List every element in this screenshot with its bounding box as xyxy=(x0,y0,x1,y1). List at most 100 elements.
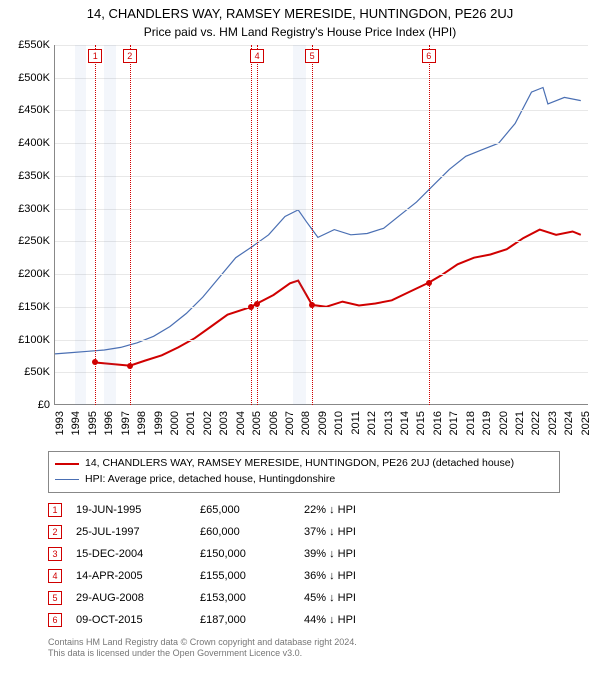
transaction-row: 529-AUG-2008£153,00045% ↓ HPI xyxy=(48,587,588,609)
x-tick-label: 2011 xyxy=(350,411,362,435)
footer-line: This data is licensed under the Open Gov… xyxy=(48,648,588,660)
gridline xyxy=(55,78,588,79)
x-tick-label: 2024 xyxy=(563,411,575,435)
transaction-price: £150,000 xyxy=(200,548,290,560)
x-tick-label: 2020 xyxy=(498,411,510,435)
sale-marker-badge: 4 xyxy=(250,49,264,63)
y-tick-label: £250K xyxy=(18,235,50,247)
transaction-price: £187,000 xyxy=(200,614,290,626)
transaction-date: 09-OCT-2015 xyxy=(76,614,186,626)
transaction-row: 315-DEC-2004£150,00039% ↓ HPI xyxy=(48,543,588,565)
subtitle: Price paid vs. HM Land Registry's House … xyxy=(12,25,588,39)
y-tick-label: £550K xyxy=(18,39,50,51)
series-hpi xyxy=(55,88,581,354)
sale-marker-badge: 5 xyxy=(305,49,319,63)
x-tick-label: 2002 xyxy=(202,411,214,435)
transaction-badge: 3 xyxy=(48,547,62,561)
transaction-row: 119-JUN-1995£65,00022% ↓ HPI xyxy=(48,499,588,521)
x-tick-label: 1993 xyxy=(54,411,66,435)
gridline xyxy=(55,45,588,46)
legend-label: 14, CHANDLERS WAY, RAMSEY MERESIDE, HUNT… xyxy=(85,456,514,472)
sale-marker-line xyxy=(251,45,252,405)
x-tick-label: 1994 xyxy=(70,411,82,435)
sale-marker-badge: 6 xyxy=(422,49,436,63)
transaction-price: £60,000 xyxy=(200,526,290,538)
sale-marker-line xyxy=(95,45,96,405)
line-layer xyxy=(55,45,589,405)
x-tick-label: 2021 xyxy=(514,411,526,435)
series-property xyxy=(95,230,581,366)
x-tick-label: 1997 xyxy=(120,411,132,435)
y-tick-label: £200K xyxy=(18,268,50,280)
x-tick-label: 2022 xyxy=(530,411,542,435)
x-tick-label: 2004 xyxy=(235,411,247,435)
x-tick-label: 2013 xyxy=(383,411,395,435)
page-title: 14, CHANDLERS WAY, RAMSEY MERESIDE, HUNT… xyxy=(12,6,588,21)
sale-dot xyxy=(309,302,315,308)
chart: £0£50K£100K£150K£200K£250K£300K£350K£400… xyxy=(12,45,588,445)
sale-marker-line xyxy=(130,45,131,405)
transaction-diff: 36% ↓ HPI xyxy=(304,570,414,582)
x-tick-label: 2014 xyxy=(399,411,411,435)
x-tick-label: 2003 xyxy=(218,411,230,435)
transaction-date: 29-AUG-2008 xyxy=(76,592,186,604)
legend-swatch xyxy=(55,463,79,465)
transaction-diff: 45% ↓ HPI xyxy=(304,592,414,604)
y-tick-label: £400K xyxy=(18,137,50,149)
gridline xyxy=(55,241,588,242)
y-tick-label: £350K xyxy=(18,170,50,182)
x-axis: 1993199419951996199719981999200020012002… xyxy=(54,407,588,443)
y-tick-label: £150K xyxy=(18,301,50,313)
gridline xyxy=(55,307,588,308)
transaction-date: 14-APR-2005 xyxy=(76,570,186,582)
transaction-diff: 39% ↓ HPI xyxy=(304,548,414,560)
x-tick-label: 1998 xyxy=(136,411,148,435)
sale-dot xyxy=(127,363,133,369)
transaction-row: 609-OCT-2015£187,00044% ↓ HPI xyxy=(48,609,588,631)
transaction-badge: 4 xyxy=(48,569,62,583)
transaction-price: £153,000 xyxy=(200,592,290,604)
transaction-row: 4 14-APR-2005 £155,000 36% ↓ HPI xyxy=(48,565,588,587)
x-tick-label: 2010 xyxy=(333,411,345,435)
x-tick-label: 2007 xyxy=(284,411,296,435)
gridline xyxy=(55,143,588,144)
y-tick-label: £450K xyxy=(18,104,50,116)
sale-marker-badge: 1 xyxy=(88,49,102,63)
transaction-badge: 2 xyxy=(48,525,62,539)
transaction-badge: 6 xyxy=(48,613,62,627)
x-tick-label: 2023 xyxy=(547,411,559,435)
footer-line: Contains HM Land Registry data © Crown c… xyxy=(48,637,588,649)
transaction-date: 19-JUN-1995 xyxy=(76,504,186,516)
y-tick-label: £300K xyxy=(18,203,50,215)
gridline xyxy=(55,274,588,275)
shade-band xyxy=(293,45,306,405)
footer: Contains HM Land Registry data © Crown c… xyxy=(48,637,588,660)
transaction-price: £155,000 xyxy=(200,570,290,582)
legend-swatch xyxy=(55,479,79,480)
sale-marker-line xyxy=(312,45,313,405)
transaction-diff: 22% ↓ HPI xyxy=(304,504,414,516)
transaction-price: £65,000 xyxy=(200,504,290,516)
x-tick-label: 2019 xyxy=(481,411,493,435)
plot-area: 1 2 4 5 6 xyxy=(54,45,588,405)
x-tick-label: 2017 xyxy=(448,411,460,435)
sale-marker-badge: 2 xyxy=(123,49,137,63)
x-tick-label: 1995 xyxy=(87,411,99,435)
transaction-diff: 37% ↓ HPI xyxy=(304,526,414,538)
shade-band xyxy=(75,45,87,405)
y-tick-label: £500K xyxy=(18,72,50,84)
legend-item: 14, CHANDLERS WAY, RAMSEY MERESIDE, HUNT… xyxy=(55,456,553,472)
sale-dot xyxy=(254,301,260,307)
sale-dot xyxy=(426,280,432,286)
gridline xyxy=(55,209,588,210)
y-tick-label: £50K xyxy=(24,366,50,378)
x-tick-label: 2015 xyxy=(415,411,427,435)
sale-marker-line xyxy=(257,45,258,405)
x-tick-label: 2000 xyxy=(169,411,181,435)
x-tick-label: 2008 xyxy=(300,411,312,435)
gridline xyxy=(55,110,588,111)
y-axis: £0£50K£100K£150K£200K£250K£300K£350K£400… xyxy=(12,45,54,405)
sale-dot xyxy=(92,359,98,365)
legend: 14, CHANDLERS WAY, RAMSEY MERESIDE, HUNT… xyxy=(48,451,560,493)
x-tick-label: 2005 xyxy=(251,411,263,435)
